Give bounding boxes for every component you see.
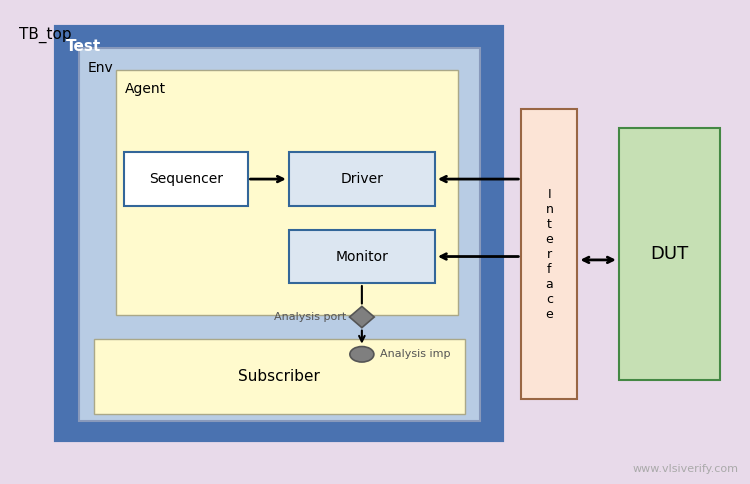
FancyBboxPatch shape: [619, 128, 720, 380]
FancyBboxPatch shape: [116, 70, 457, 315]
Text: www.vlsiverify.com: www.vlsiverify.com: [633, 464, 739, 474]
Text: DUT: DUT: [650, 245, 688, 263]
Text: Subscriber: Subscriber: [238, 369, 320, 384]
Text: Monitor: Monitor: [335, 250, 388, 263]
Text: Driver: Driver: [340, 172, 383, 186]
FancyBboxPatch shape: [124, 152, 248, 206]
Text: Env: Env: [88, 60, 113, 75]
Text: Agent: Agent: [125, 82, 166, 96]
FancyBboxPatch shape: [79, 48, 480, 421]
Text: I
n
t
e
r
f
a
c
e: I n t e r f a c e: [545, 188, 554, 320]
Text: Test: Test: [66, 39, 101, 54]
Polygon shape: [350, 306, 374, 328]
Text: TB_top: TB_top: [19, 27, 71, 43]
FancyBboxPatch shape: [56, 27, 503, 440]
Text: Analysis port: Analysis port: [274, 312, 346, 322]
Circle shape: [350, 347, 374, 362]
Text: Sequencer: Sequencer: [148, 172, 223, 186]
FancyBboxPatch shape: [521, 109, 578, 399]
Text: Analysis imp: Analysis imp: [380, 349, 450, 359]
FancyBboxPatch shape: [289, 152, 435, 206]
FancyBboxPatch shape: [289, 230, 435, 283]
FancyBboxPatch shape: [94, 339, 465, 414]
